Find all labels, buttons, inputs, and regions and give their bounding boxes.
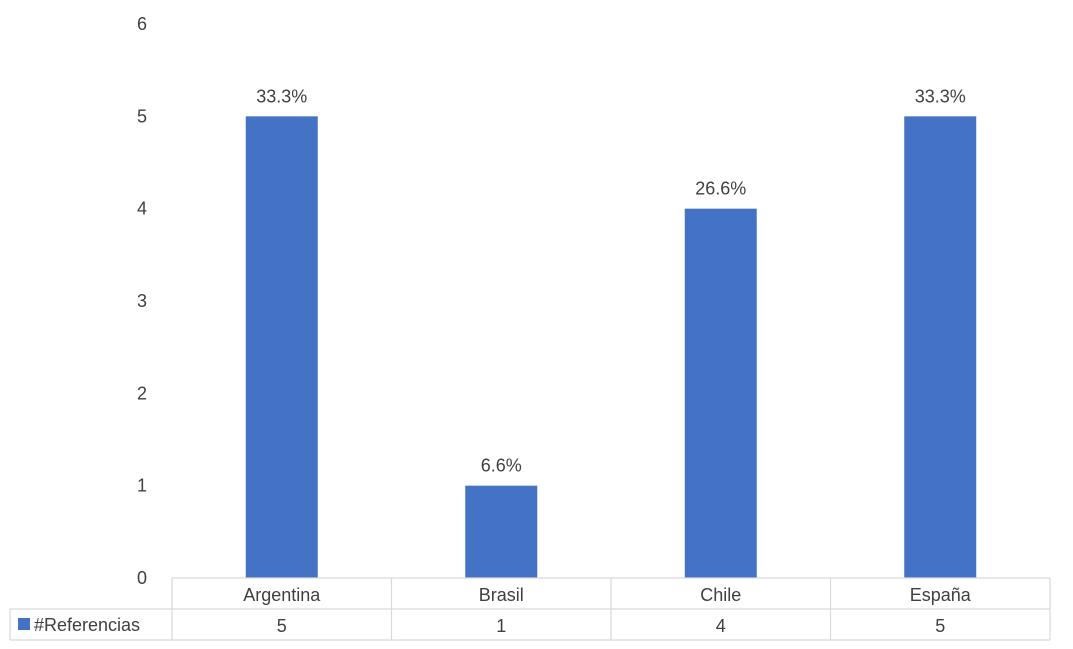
y-axis-ticks: 0 1 2 3 4 5 6 — [137, 14, 147, 588]
table-cell-value: 1 — [496, 616, 506, 636]
x-tick-label: España — [910, 585, 972, 605]
table-cell-value: 5 — [277, 616, 287, 636]
y-tick-label: 0 — [137, 568, 147, 588]
data-labels: 33.3% 6.6% 26.6% 33.3% — [256, 86, 966, 475]
y-tick-label: 5 — [137, 106, 147, 126]
y-tick-label: 1 — [137, 476, 147, 496]
table-cell-value: 4 — [716, 616, 726, 636]
y-tick-label: 2 — [137, 383, 147, 403]
data-label: 33.3% — [256, 86, 307, 106]
bar-españa — [904, 116, 977, 578]
x-tick-label: Chile — [700, 585, 741, 605]
legend-entry: #Referencias — [34, 615, 140, 635]
data-label: 33.3% — [915, 86, 966, 106]
bars — [245, 116, 977, 578]
bar-chile — [684, 208, 757, 578]
x-tick-label: Brasil — [479, 585, 524, 605]
y-tick-label: 6 — [137, 14, 147, 34]
data-table: Argentina Brasil Chile España #Referencias 5 1… — [9, 577, 1051, 641]
data-label: 6.6% — [481, 456, 522, 476]
data-label: 26.6% — [695, 179, 746, 199]
bar-argentina — [245, 116, 318, 578]
y-tick-label: 4 — [137, 199, 147, 219]
legend-swatch — [18, 618, 30, 630]
table-cell-value: 5 — [935, 616, 945, 636]
bar-brasil — [465, 485, 538, 578]
y-tick-label: 3 — [137, 291, 147, 311]
x-tick-label: Argentina — [243, 585, 321, 605]
